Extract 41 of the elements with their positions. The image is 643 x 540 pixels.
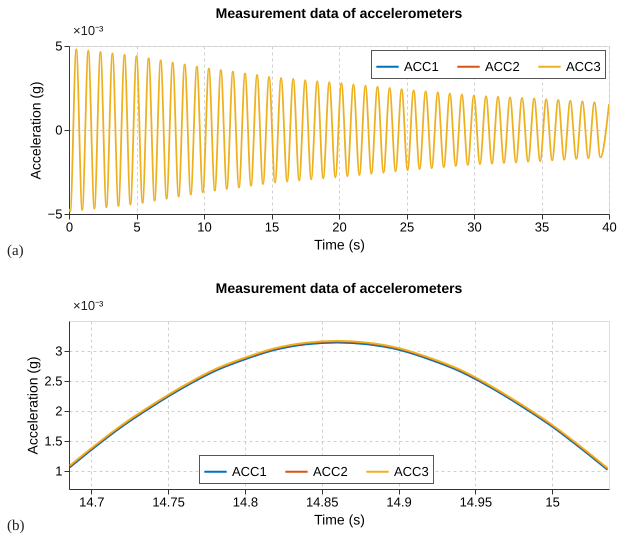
text: (b) [7, 518, 24, 534]
chart-title: Measurement data of accelerometers [216, 280, 463, 296]
line-series [69, 48, 609, 212]
x-tick-label: 20 [332, 220, 347, 234]
text: ×10⁻³ [73, 298, 104, 313]
x-tick-label: 15 [545, 494, 560, 510]
y-tick-label: 0 [55, 122, 62, 138]
y-tick-label: 2.5 [44, 374, 62, 388]
x-tick-label: 14.75 [152, 494, 185, 510]
legend-label: ACC3 [566, 58, 601, 74]
x-tick-label: 14.9 [386, 494, 412, 510]
legend-label: ACC2 [485, 58, 520, 74]
x-tick-label: 0 [66, 220, 74, 234]
legend-label: ACC1 [404, 58, 439, 74]
x-tick-label: 5 [133, 220, 141, 234]
x-tick-label: 14.8 [232, 494, 258, 510]
y-tick-label: 5 [55, 38, 62, 54]
y-tick-label: −5 [48, 206, 62, 222]
x-tick-label: 14.85 [306, 494, 338, 510]
legend-label: ACC2 [313, 464, 348, 479]
legend-label: ACC1 [232, 464, 267, 479]
x-tick-label: 35 [534, 220, 550, 234]
y-tick-label: 3 [55, 344, 62, 358]
legend-label: ACC3 [394, 464, 429, 479]
y-axis-title: Acceleration (g) [28, 81, 44, 180]
y-axis-title: Acceleration (g) [24, 356, 40, 455]
text: (a) [7, 243, 24, 259]
x-tick-label: 30 [467, 220, 482, 234]
x-axis-title: Time (s) [314, 236, 365, 252]
y-tick-label: 1.5 [44, 434, 62, 448]
x-axis-title: Time (s) [314, 512, 365, 528]
text: ×10⁻³ [73, 23, 104, 38]
y-tick-label: 1 [55, 464, 62, 478]
chart-title: Measurement data of accelerometers [216, 5, 463, 21]
x-tick-label: 14.95 [460, 494, 492, 510]
x-tick-label: 40 [602, 220, 617, 234]
y-tick-label: 2 [55, 404, 62, 418]
x-tick-label: 14.7 [79, 494, 104, 510]
x-tick-label: 15 [264, 220, 280, 234]
x-tick-label: 10 [197, 220, 212, 234]
x-tick-label: 25 [400, 220, 414, 234]
